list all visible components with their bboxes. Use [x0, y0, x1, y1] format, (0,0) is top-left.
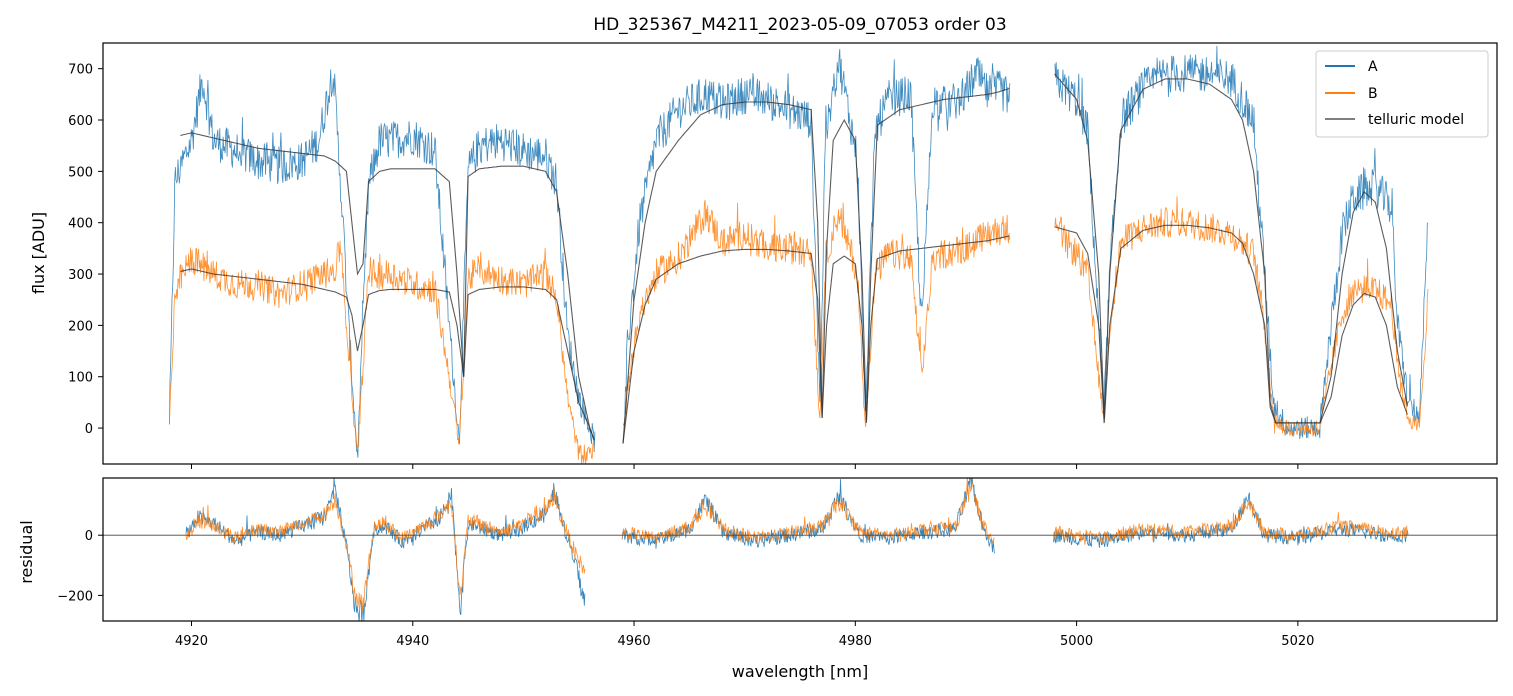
chart-title: HD_325367_M4211_2023-05-09_07053 order 0… [593, 15, 1006, 35]
legend-label-telluric: telluric model [1368, 112, 1464, 128]
top-y-tick-label: 700 [68, 63, 93, 78]
telluric-model-line-a [180, 73, 1408, 444]
legend-label-b: B [1368, 86, 1378, 102]
top-y-axis-label: flux [ADU] [29, 212, 48, 294]
top-y-tick-label: 300 [68, 268, 93, 283]
legend-label-a: A [1368, 59, 1378, 75]
bottom-y-axis-label: residual [17, 520, 36, 583]
top-series-layer [169, 45, 1429, 464]
bottom-x-tick-label: 5020 [1281, 634, 1314, 649]
bottom-x-tick-label: 4980 [839, 634, 872, 649]
bottom-x-tick-label: 4960 [618, 634, 651, 649]
x-axis-label: wavelength [nm] [732, 662, 869, 681]
top-panel: 0 100 200 300 400 500 600 700 flux [ADU] [29, 42, 1498, 469]
bottom-y-tick-label: −200 [57, 589, 93, 604]
top-y-tick-label: 500 [68, 165, 93, 180]
top-y-tick-label: 200 [68, 319, 93, 334]
bottom-x-tick-label: 4940 [396, 634, 429, 649]
series-b-line [169, 196, 1429, 464]
bottom-x-ticks: 4920 4940 4960 4980 5000 5020 [175, 621, 1314, 649]
top-y-tick-label: 600 [68, 114, 93, 129]
top-plot-frame [102, 42, 1498, 465]
bottom-y-ticks: −200 0 [57, 529, 103, 604]
bottom-y-tick-label: 0 [85, 529, 93, 544]
legend: A B telluric model [1315, 50, 1489, 138]
top-y-ticks: 0 100 200 300 400 500 600 700 [68, 63, 103, 437]
top-y-tick-label: 0 [85, 422, 93, 437]
bottom-x-tick-label: 5000 [1060, 634, 1093, 649]
top-y-tick-label: 400 [68, 217, 93, 232]
bottom-plot-frame [102, 477, 1498, 622]
residual-b-line [185, 478, 1409, 611]
bottom-x-tick-label: 4920 [175, 634, 208, 649]
residual-a-line [185, 478, 1409, 621]
telluric-model-line-b [180, 224, 1408, 444]
legend-box [1315, 50, 1489, 138]
top-y-tick-label: 100 [68, 371, 93, 386]
bottom-series-layer [103, 478, 1497, 621]
top-x-ticks [191, 464, 1299, 469]
